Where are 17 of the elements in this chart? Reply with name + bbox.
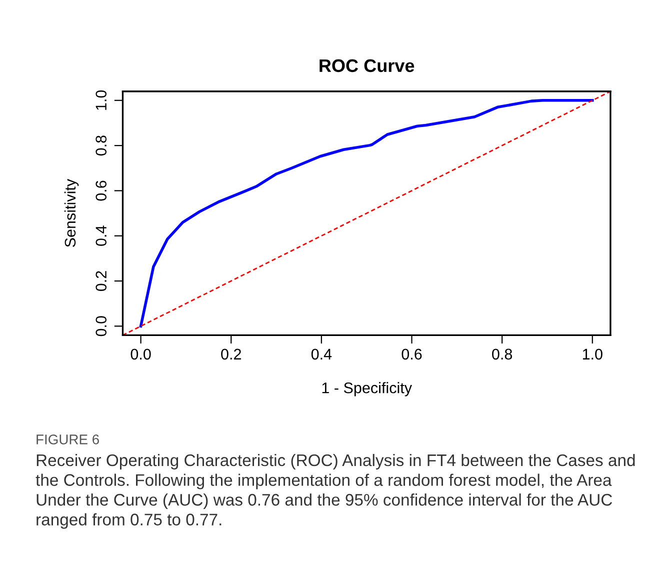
y-tick-label: 0.6 <box>96 180 107 201</box>
y-tick-label: 0.8 <box>96 136 107 156</box>
x-tick-label: 0.8 <box>492 348 512 360</box>
y-tick-label: 0.2 <box>96 271 107 292</box>
y-tick-label: 0.0 <box>96 316 107 336</box>
y-tick-label: 0.4 <box>96 226 107 246</box>
x-axis-title: 1 - Specificity <box>322 382 412 396</box>
text: Receiver Operating Characteristic (ROC) Analysis in FT4 between the Cases and the Controls. Following the implementation of a random forest model, the Area Under the Curve (AUC) was 0.76 and the 95% confidence interval for the AUC ranged from 0.75 to 0.77. <box>36 454 635 529</box>
x-tick-label: 0.6 <box>402 348 422 360</box>
caption: FIGURE 6 <box>36 434 99 444</box>
x-tick-label: 1.0 <box>582 348 602 360</box>
x-tick-label: 0.4 <box>311 348 332 360</box>
y-axis-title: Sensitivity <box>64 178 79 247</box>
y-tick-label: 1.0 <box>96 90 107 110</box>
x-tick-label: 0.0 <box>130 348 151 360</box>
chart-title: ROC Curve <box>320 59 414 72</box>
x-tick-label: 0.2 <box>221 348 241 360</box>
